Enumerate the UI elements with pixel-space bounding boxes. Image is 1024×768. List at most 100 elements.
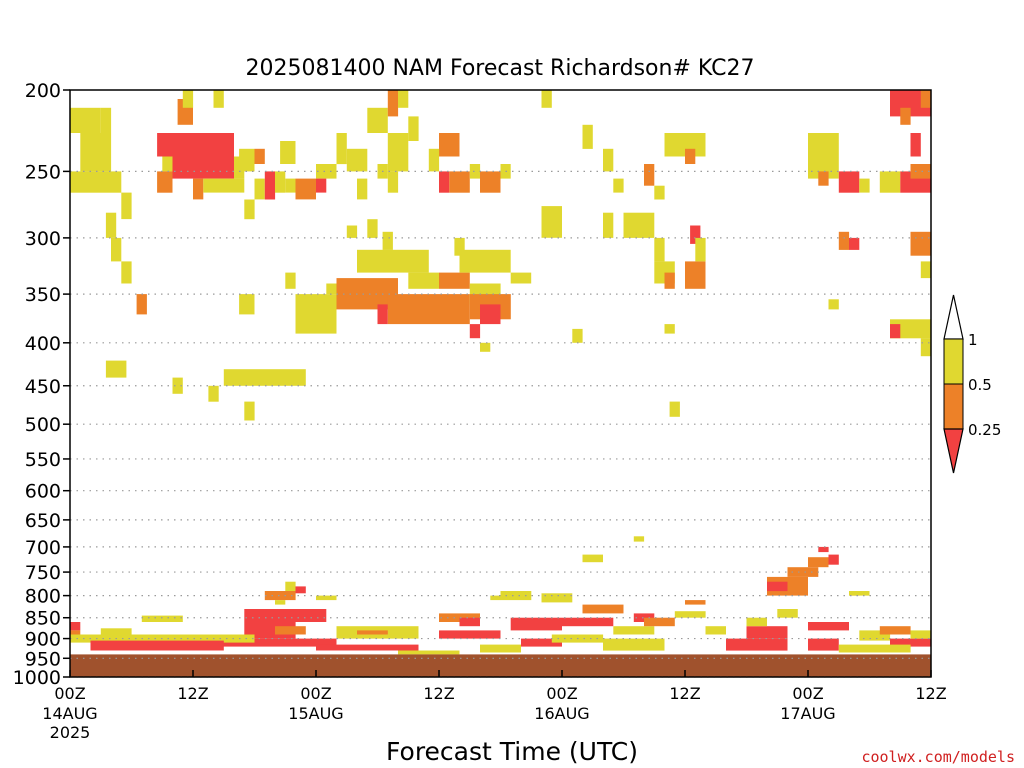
heatmap-cell-high — [285, 178, 296, 193]
heatmap-cell-mid — [264, 591, 296, 601]
heatmap-cell-mid — [920, 90, 932, 108]
heatmap-cell-high — [111, 237, 122, 262]
heatmap-cell-mid — [387, 90, 399, 117]
heatmap-cell-low — [459, 617, 480, 627]
heatmap-cell-mid — [808, 557, 829, 568]
y-tick-label: 800 — [25, 586, 61, 608]
heatmap-cell-high — [121, 261, 132, 284]
legend-label: 1 — [968, 331, 978, 349]
heatmap-cell-mid — [480, 171, 501, 193]
x-tick-year: 2025 — [50, 723, 91, 742]
heatmap-cell-high — [408, 116, 419, 141]
heatmap-cell-high — [254, 178, 265, 200]
y-tick-label: 1000 — [13, 667, 61, 689]
heatmap-cell-mid — [136, 294, 147, 315]
heatmap-cell-high — [480, 342, 491, 352]
x-tick-label: 00Z — [792, 684, 823, 703]
heatmap-cell-low — [157, 133, 234, 157]
heatmap-cell-high — [387, 133, 409, 172]
heatmap-cell-high — [346, 148, 368, 172]
heatmap-cell-high — [203, 178, 245, 193]
y-tick-label: 950 — [25, 648, 61, 670]
heatmap-cell-low — [808, 638, 839, 651]
heatmap-cell-high — [469, 164, 481, 179]
heatmap-cell-mid — [439, 133, 460, 157]
heatmap-cell-low — [849, 237, 860, 250]
heatmap-cell-high — [336, 133, 347, 165]
heatmap-cell-low — [726, 638, 788, 651]
heatmap-cell-mid — [157, 171, 173, 193]
heatmap-cell-high — [223, 369, 306, 386]
x-axis-label: Forecast Time (UTC) — [386, 737, 638, 766]
heatmap-cell-low — [377, 304, 388, 325]
y-tick-label: 600 — [25, 481, 61, 503]
heatmap-cell-low — [70, 622, 81, 631]
heatmap-cell-low — [316, 178, 327, 193]
heatmap-cell-high — [500, 591, 532, 601]
y-tick-label: 750 — [25, 562, 61, 584]
heatmap-cell-high — [100, 628, 132, 635]
legend-swatch-high — [943, 338, 964, 385]
y-tick-label: 500 — [25, 414, 61, 436]
heatmap-cell-high — [613, 626, 655, 635]
heatmap-cell-high — [808, 133, 839, 179]
y-tick-label: 850 — [25, 608, 61, 630]
heatmap-cell-mid — [910, 231, 931, 256]
heatmap-cell-mid — [357, 630, 388, 635]
heatmap-cell-mid — [644, 164, 655, 186]
heatmap-cell-high — [664, 324, 675, 334]
x-tick-label: 12Z — [177, 684, 208, 703]
y-axis: 200 250 300 350 400 450 500 550 600 650 700 7508008… — [13, 80, 70, 689]
heatmap-cell-mid — [818, 171, 829, 186]
heatmap-cell-mid — [685, 261, 706, 289]
x-tick-date: 17AUG — [780, 704, 835, 723]
watermark: coolwx.com/models — [861, 748, 1015, 766]
heatmap-cell-high — [490, 595, 501, 601]
heatmap-cell-high — [80, 133, 112, 172]
x-tick-date: 14AUG — [42, 704, 97, 723]
heatmap-cell-high — [603, 148, 614, 172]
heatmap-cell-high — [541, 206, 562, 238]
heatmap-cell-mid — [336, 278, 398, 310]
heatmap-cell-low — [521, 638, 562, 647]
heatmap-cell-high — [695, 237, 706, 262]
heatmap-cell-high — [382, 231, 393, 250]
heatmap-cell-high — [828, 299, 839, 310]
heatmap-cell-high — [172, 377, 183, 394]
heatmap-cell-high — [105, 360, 127, 378]
legend: 1 0.5 0.25 — [943, 294, 1001, 474]
y-tick-label: 550 — [25, 449, 61, 471]
heatmap-cell-high — [275, 171, 286, 193]
heatmap-cell-high — [705, 626, 726, 635]
legend-label: 0.25 — [968, 421, 1001, 439]
plot-frame — [69, 89, 932, 678]
heatmap-cell-high — [603, 638, 665, 651]
heatmap-cell-high — [746, 617, 767, 627]
heatmap-cell-low — [690, 225, 701, 244]
heatmap-cell-high — [398, 650, 460, 655]
ground-fill — [70, 654, 931, 677]
heatmap-cell-mid — [449, 171, 470, 193]
heatmap-cell-low — [890, 324, 901, 339]
heatmap-cell-mid — [70, 630, 81, 635]
heatmap-cell-mid — [582, 604, 624, 614]
y-tick-label: 900 — [25, 629, 61, 651]
heatmap-cell-high — [111, 171, 122, 193]
x-tick-label: 12Z — [669, 684, 700, 703]
heatmap-cell-high — [644, 212, 655, 238]
heatmap-cell-high — [326, 283, 337, 295]
heatmap-cell-high — [920, 338, 932, 357]
heatmap-cell-mid — [295, 178, 316, 200]
legend-swatch-mid — [943, 383, 964, 430]
heatmap-cell-high — [582, 124, 593, 149]
heatmap-cell-low — [510, 617, 562, 631]
heatmap-cell-low — [828, 554, 839, 565]
heatmap-cell-mid — [387, 294, 470, 325]
heatmap-cell-low — [193, 638, 337, 647]
heatmap-cell-high — [70, 171, 111, 193]
heatmap-cell-high — [239, 294, 255, 315]
heatmap-cell-high — [572, 328, 583, 343]
heatmap-cell-mid — [254, 148, 265, 164]
y-tick-label: 450 — [25, 376, 61, 398]
